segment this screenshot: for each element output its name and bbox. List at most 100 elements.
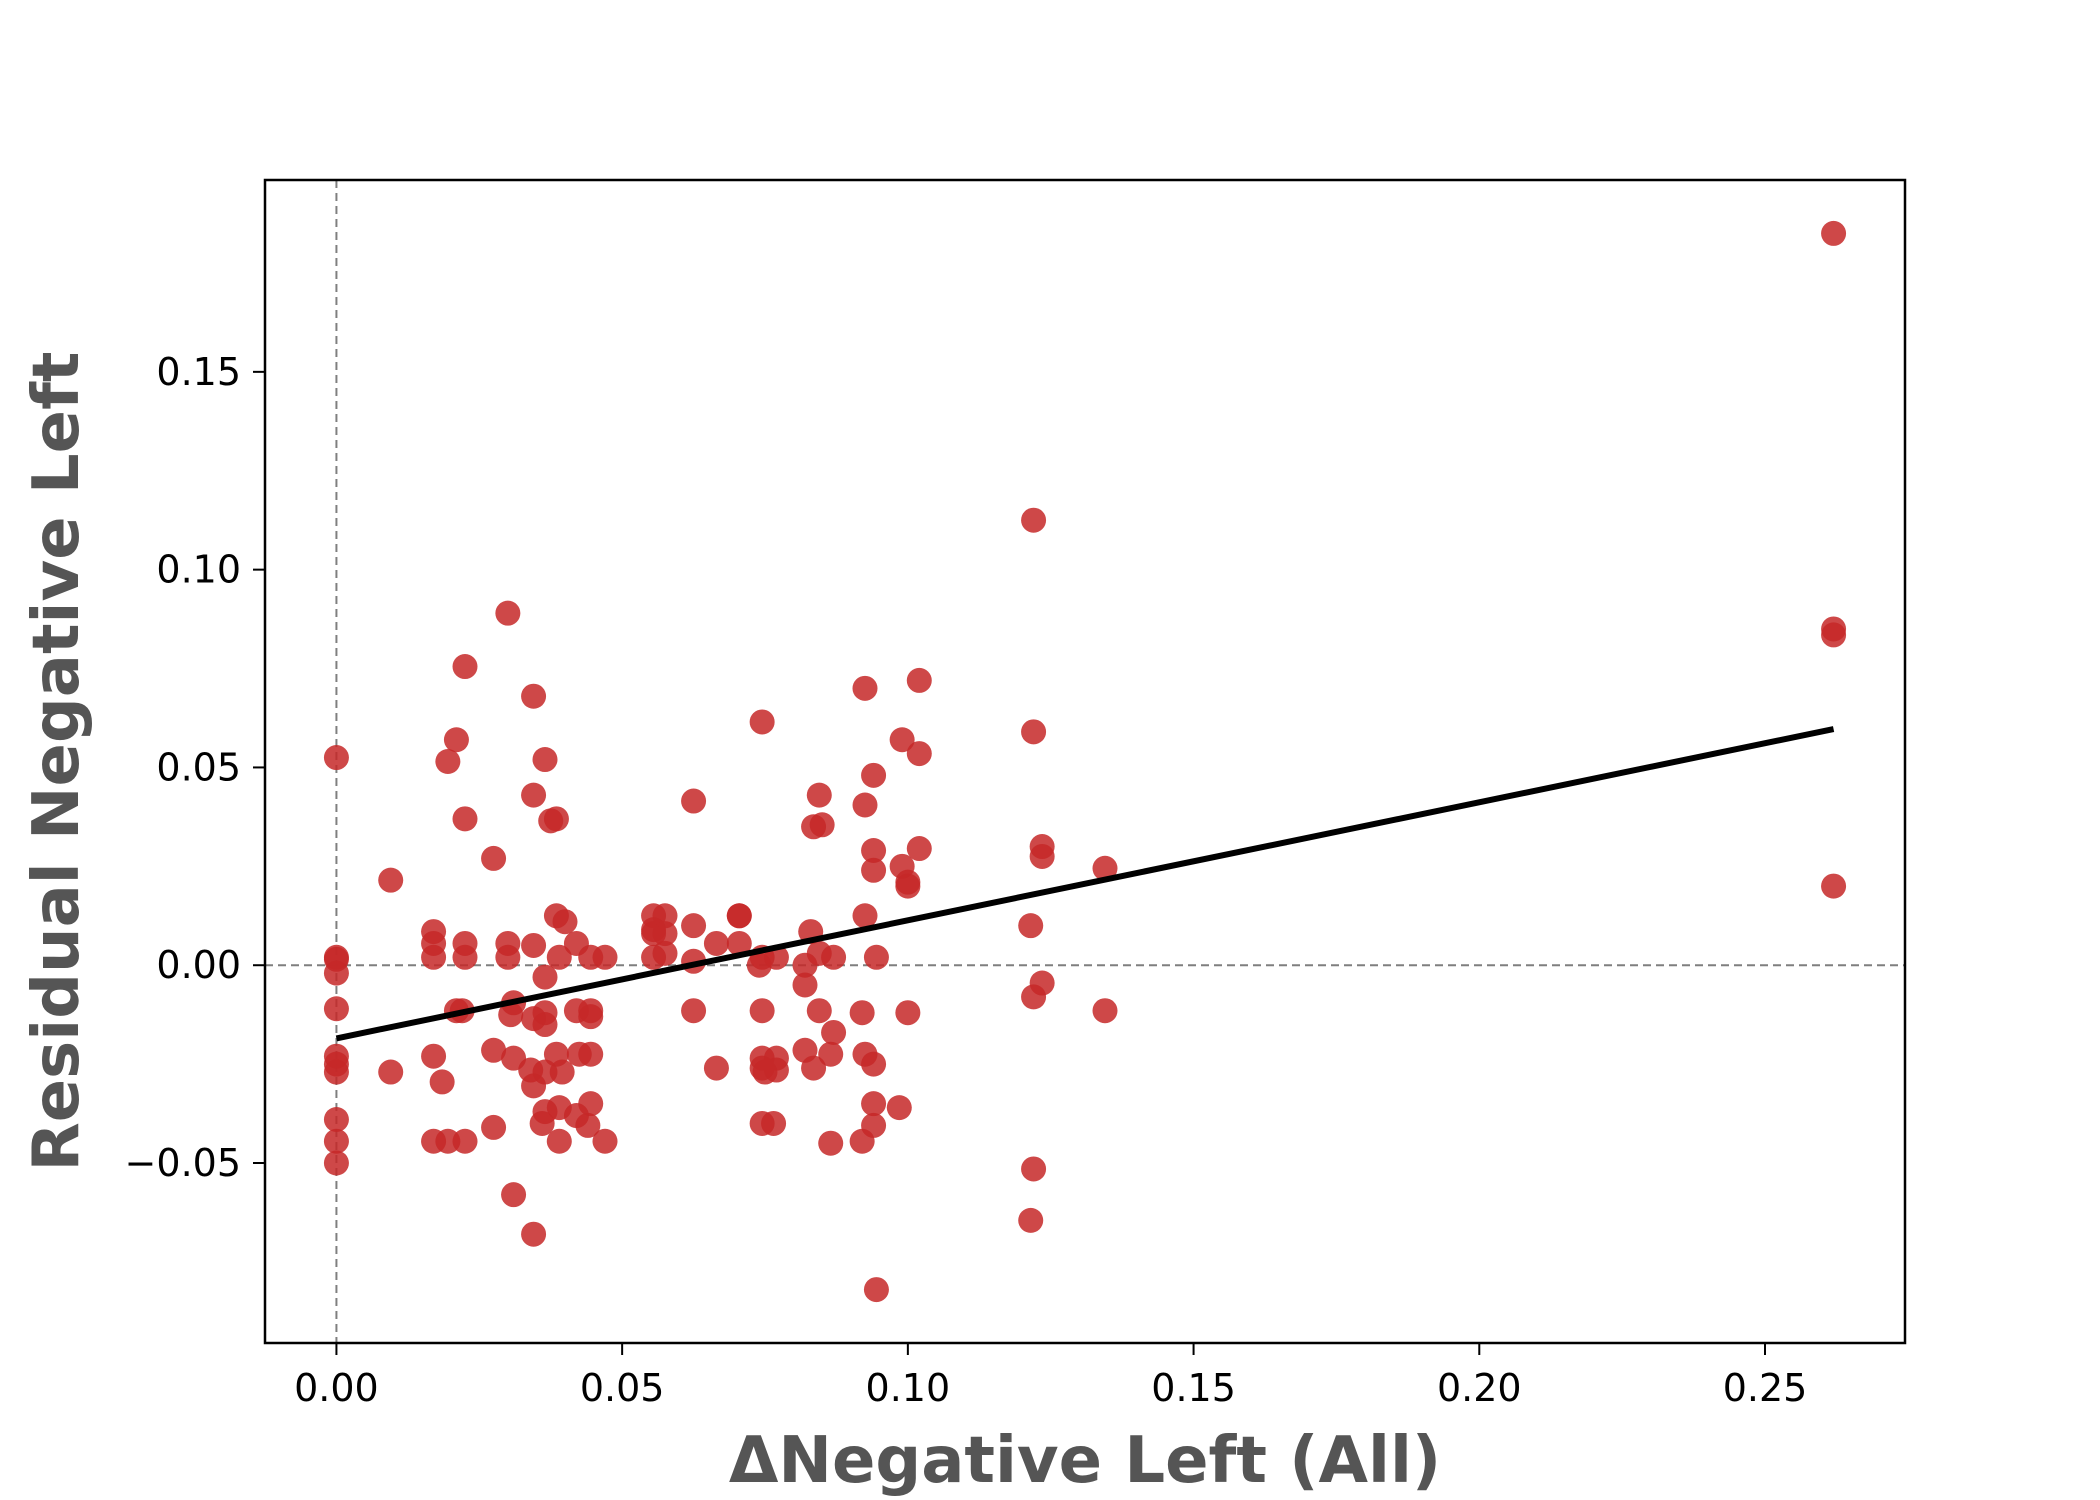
data-point: [792, 1037, 818, 1063]
y-tick-label: 0.10: [156, 548, 241, 592]
data-point: [652, 940, 678, 966]
data-points: [323, 220, 1847, 1303]
data-point: [761, 1110, 787, 1136]
data-point: [1821, 873, 1847, 899]
data-point: [452, 806, 478, 832]
data-point: [749, 998, 775, 1024]
data-point: [809, 812, 835, 838]
data-point: [849, 1000, 875, 1026]
data-point: [861, 1051, 887, 1077]
y-tick-label: 0.05: [156, 745, 241, 789]
data-point: [861, 857, 887, 883]
data-point: [852, 792, 878, 818]
data-point: [1092, 855, 1118, 881]
plot-frame: [263, 178, 1907, 1345]
fit-line: [335, 726, 1835, 1042]
data-point: [421, 1128, 447, 1154]
data-point: [806, 782, 832, 808]
data-point: [681, 913, 707, 939]
y-tick-label: 0.15: [156, 350, 241, 394]
data-point: [821, 944, 847, 970]
data-point: [481, 1114, 507, 1140]
data-point: [792, 952, 818, 978]
data-point: [681, 998, 707, 1024]
data-point: [435, 749, 461, 774]
data-point: [538, 808, 564, 834]
data-point: [792, 972, 818, 998]
data-point: [452, 654, 478, 680]
data-point: [652, 903, 678, 929]
data-point: [652, 921, 678, 947]
data-point: [852, 675, 878, 701]
x-axis-ticks: 0.00 0.05 0.10 0.15 0.20 0.25: [294, 1343, 1807, 1410]
data-point: [501, 1182, 527, 1208]
data-point: [1018, 913, 1044, 939]
x-tick-label: 0.25: [1723, 1366, 1808, 1410]
data-point: [861, 1091, 887, 1117]
data-point: [1029, 970, 1055, 996]
x-axis-label: ΔNegative Left (All): [729, 1424, 1441, 1498]
data-point: [521, 683, 547, 709]
data-point: [521, 1073, 547, 1099]
data-point: [529, 1110, 555, 1136]
x-tick-label: 0.15: [1151, 1366, 1236, 1410]
data-point: [749, 709, 775, 735]
data-point: [806, 998, 832, 1024]
data-point: [452, 944, 478, 970]
data-point: [818, 1041, 844, 1067]
data-point: [861, 762, 887, 788]
data-point: [546, 1128, 572, 1154]
fit-line-group: [335, 726, 1835, 1042]
reference-lines: [265, 180, 1905, 1343]
data-point: [726, 930, 752, 956]
data-point: [889, 727, 915, 753]
data-point: [563, 930, 589, 956]
data-point: [323, 745, 349, 771]
data-point: [1021, 1156, 1047, 1182]
data-point: [1018, 1207, 1044, 1233]
data-point: [726, 903, 752, 929]
data-point: [532, 747, 558, 773]
data-point: [521, 782, 547, 808]
x-tick-label: 0.10: [866, 1366, 951, 1410]
data-point: [323, 1150, 349, 1176]
data-point: [378, 867, 404, 893]
data-point: [481, 845, 507, 871]
data-point: [378, 1059, 404, 1085]
data-point: [498, 1002, 524, 1028]
x-tick-label: 0.20: [1437, 1366, 1522, 1410]
data-point: [703, 1055, 729, 1081]
data-point: [323, 960, 349, 986]
data-point: [443, 727, 469, 753]
data-point: [906, 667, 932, 693]
data-point: [521, 932, 547, 958]
data-point: [521, 1006, 547, 1032]
data-point: [863, 1277, 889, 1303]
data-point: [763, 1057, 789, 1083]
data-point: [906, 836, 932, 862]
data-point: [895, 873, 921, 899]
y-tick-label: 0.00: [156, 943, 241, 987]
data-point: [421, 1043, 447, 1069]
data-point: [906, 741, 932, 767]
data-point: [681, 788, 707, 814]
data-point: [323, 1059, 349, 1085]
data-point: [323, 1128, 349, 1154]
data-point: [452, 1128, 478, 1154]
data-point: [481, 1037, 507, 1063]
data-point: [495, 944, 521, 970]
data-point: [549, 1059, 575, 1085]
data-point: [563, 998, 589, 1024]
data-point: [546, 944, 572, 970]
data-point: [818, 1130, 844, 1156]
data-point: [323, 996, 349, 1022]
data-point: [1092, 998, 1118, 1024]
data-point: [552, 909, 578, 935]
data-point: [1029, 843, 1055, 869]
y-axis-ticks: −0.05 0.00 0.05 0.10 0.15: [125, 350, 265, 1185]
data-point: [421, 944, 447, 970]
data-point: [429, 1069, 455, 1095]
x-tick-label: 0.05: [580, 1366, 665, 1410]
data-point: [1821, 220, 1847, 246]
